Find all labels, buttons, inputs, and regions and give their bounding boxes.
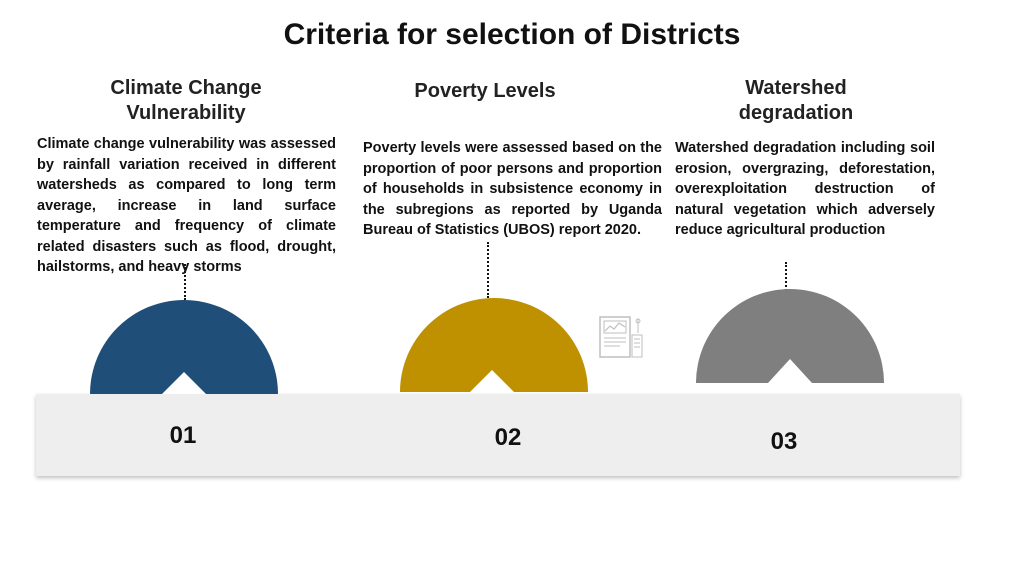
semicircle-shape-1 [90,300,278,394]
document-chart-icon [598,315,646,366]
step-number-1: 01 [169,422,197,449]
step-number-2: 02 [494,424,522,451]
pointer-triangle-3 [768,359,812,383]
body-watershed-degradation: Watershed degradation including soil ero… [675,140,935,238]
pointer-triangle-1 [162,372,206,394]
heading-climate-change: Climate Change Vulnerability [86,76,286,126]
semicircle-2 [400,298,588,392]
heading-watershed-degradation: Watershed degradation [696,76,896,126]
heading-line1: Climate Change [110,77,262,99]
pointer-triangle-2 [470,370,514,392]
heading-line1: Watershed [745,77,847,99]
step-number-3: 03 [770,428,798,455]
body-climate-change: Climate change vulnerability was assesse… [37,136,336,275]
diagram-title: Criteria for selection of Districts [283,18,741,51]
number-band [36,394,960,476]
connector-dotted-line-3 [785,262,787,306]
semicircle-shape-3 [696,289,884,383]
connector-dotted-line-2 [487,242,489,298]
body-poverty-levels: Poverty levels were assessed based on th… [363,140,662,238]
heading-line2: Vulnerability [126,102,246,124]
semicircle-shape-2 [400,298,588,392]
semicircle-1 [90,300,278,394]
connector-dotted-line-1 [184,264,186,300]
heading-line2: degradation [738,102,854,124]
semicircle-3 [696,289,884,383]
heading-poverty-levels: Poverty Levels [385,79,585,104]
heading-line1: Poverty Levels [414,80,556,102]
